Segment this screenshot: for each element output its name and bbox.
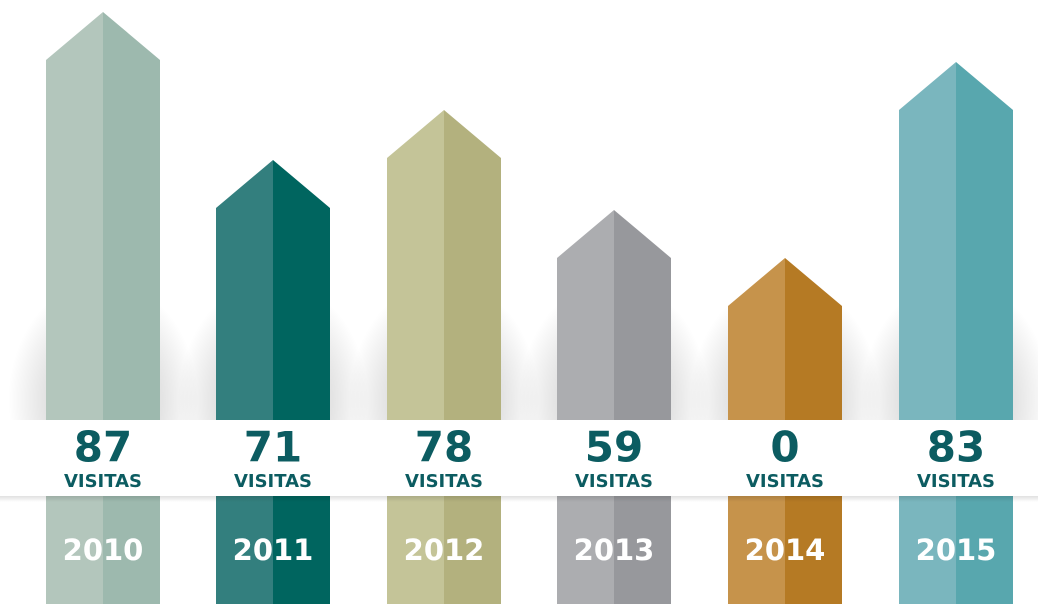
year-label: 2013 bbox=[574, 533, 655, 567]
visit-count: 83 bbox=[927, 423, 985, 472]
arrow-left bbox=[899, 62, 956, 604]
visit-unit: VISITAS bbox=[64, 471, 142, 492]
year-label: 2010 bbox=[63, 533, 144, 567]
visit-count: 87 bbox=[74, 423, 132, 472]
year-label: 2011 bbox=[233, 533, 314, 567]
year-label: 2015 bbox=[916, 533, 997, 567]
visit-count: 78 bbox=[415, 423, 473, 472]
band-shadow bbox=[0, 496, 1038, 502]
arrow-right bbox=[103, 12, 160, 604]
visit-unit: VISITAS bbox=[917, 471, 995, 492]
label-band bbox=[0, 420, 1038, 496]
visit-unit: VISITAS bbox=[746, 471, 824, 492]
visit-count: 71 bbox=[244, 423, 302, 472]
arrow-left bbox=[387, 110, 444, 604]
arrow-left bbox=[557, 210, 614, 604]
year-label: 2014 bbox=[745, 533, 826, 567]
visit-unit: VISITAS bbox=[575, 471, 653, 492]
visit-count: 59 bbox=[585, 423, 643, 472]
arrow-right bbox=[444, 110, 501, 604]
visit-count: 0 bbox=[770, 423, 799, 472]
visit-unit: VISITAS bbox=[234, 471, 312, 492]
arrow-right bbox=[956, 62, 1013, 604]
visit-unit: VISITAS bbox=[405, 471, 483, 492]
year-label: 2012 bbox=[404, 533, 485, 567]
arrow-left bbox=[46, 12, 103, 604]
arrow-right bbox=[614, 210, 671, 604]
